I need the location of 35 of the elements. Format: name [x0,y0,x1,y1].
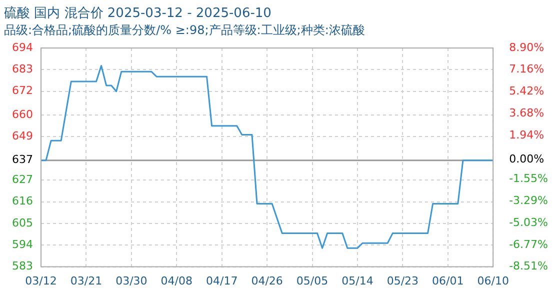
y2-tick-label: -6.77% [509,238,548,251]
chart-subtitle: 品级:合格品;硫酸的质量分数/% ≥:98;产品等级:工业级;种类:浓硫酸 [4,22,365,37]
x-tick-label: 06/10 [477,274,509,288]
y-tick-label: 683 [12,62,33,76]
x-tick-label: 04/17 [206,274,238,288]
y-tick-label: 660 [12,108,33,121]
y2-tick-label: -8.51% [509,260,548,273]
y-tick-label: 594 [12,238,33,251]
y-tick-label: 672 [12,84,33,98]
x-tick-label: 04/26 [251,274,283,288]
x-tick-label: 03/30 [116,274,148,288]
y2-tick-label: 3.68% [509,106,544,120]
y-tick-label: 616 [12,194,33,208]
y2-tick-label: 1.94% [509,128,544,142]
y-tick-label: 637 [12,153,33,166]
y-tick-label: 583 [12,260,33,273]
y2-tick-label: -5.03% [509,216,548,229]
y-tick-label: 694 [12,40,33,54]
x-tick-label: 05/05 [296,274,328,288]
y2-tick-label: 0.00% [509,152,544,166]
y-tick-label: 605 [12,216,33,230]
x-tick-label: 05/14 [342,274,374,288]
y2-tick-label: 8.90% [509,40,544,54]
x-tick-label: 03/12 [25,274,57,288]
y-tick-label: 649 [12,130,33,143]
x-tick-label: 05/23 [386,274,419,288]
y2-tick-label: 7.16% [509,62,544,76]
y-tick-label: 627 [12,172,33,186]
y2-tick-label: -1.55% [509,172,548,186]
chart-title: 硫酸 国内 混合价 2025-03-12 - 2025-06-10 [4,6,272,22]
x-tick-label: 04/08 [160,274,192,288]
x-tick-label: 06/01 [432,274,464,288]
x-tick-label: 03/21 [70,274,102,288]
y2-tick-label: 5.42% [509,84,544,98]
y2-tick-label: -3.29% [509,194,548,208]
